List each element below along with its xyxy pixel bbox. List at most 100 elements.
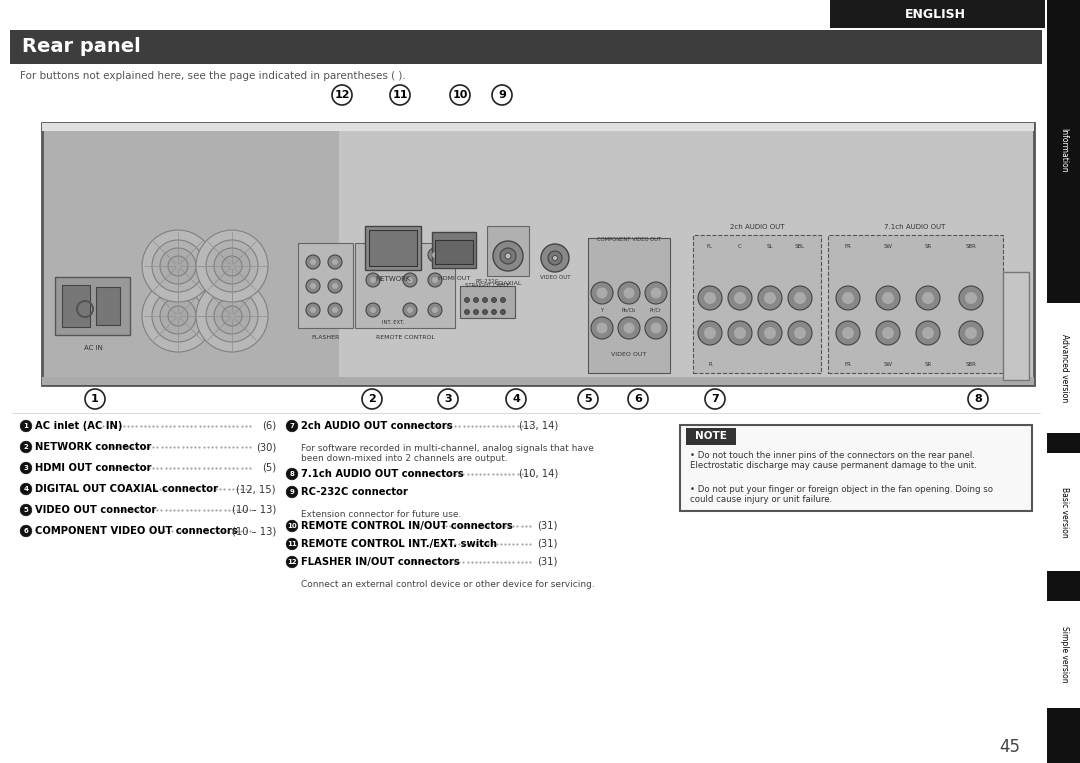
Circle shape xyxy=(698,321,723,345)
Circle shape xyxy=(578,389,598,409)
Text: ENGLISH: ENGLISH xyxy=(905,8,966,21)
Bar xyxy=(298,243,353,328)
Text: 6: 6 xyxy=(24,528,28,534)
Circle shape xyxy=(491,298,497,302)
Text: 7: 7 xyxy=(711,394,719,404)
Text: FL: FL xyxy=(707,243,713,249)
Circle shape xyxy=(483,298,487,302)
Text: HDMI OUT connector: HDMI OUT connector xyxy=(35,463,151,473)
Circle shape xyxy=(842,327,854,339)
Text: STRAIGHT CABLE: STRAIGHT CABLE xyxy=(464,283,510,288)
Circle shape xyxy=(922,327,934,339)
Text: INT. EXT.: INT. EXT. xyxy=(382,320,404,325)
Circle shape xyxy=(206,290,258,342)
Bar xyxy=(435,240,473,264)
Circle shape xyxy=(473,298,478,302)
Circle shape xyxy=(286,556,298,568)
Text: For buttons not explained here, see the page indicated in parentheses ( ).: For buttons not explained here, see the … xyxy=(21,71,406,81)
Text: 11: 11 xyxy=(392,90,408,100)
Circle shape xyxy=(705,389,725,409)
Text: 4: 4 xyxy=(24,486,28,492)
Circle shape xyxy=(310,259,316,265)
Circle shape xyxy=(623,323,635,333)
Text: 6: 6 xyxy=(634,394,642,404)
Circle shape xyxy=(432,307,438,313)
Text: 10: 10 xyxy=(287,523,297,529)
Text: Information: Information xyxy=(1059,128,1068,172)
Text: FR: FR xyxy=(845,243,851,249)
Text: NETWORK connector: NETWORK connector xyxy=(35,442,151,452)
Circle shape xyxy=(788,321,812,345)
Text: 2: 2 xyxy=(24,444,28,450)
Text: SR: SR xyxy=(924,362,932,368)
Circle shape xyxy=(704,327,716,339)
Text: VIDEO OUT connector: VIDEO OUT connector xyxy=(35,505,157,515)
Circle shape xyxy=(758,286,782,310)
Circle shape xyxy=(507,389,526,409)
Text: SW: SW xyxy=(883,243,892,249)
Circle shape xyxy=(966,292,977,304)
Circle shape xyxy=(553,256,557,260)
Circle shape xyxy=(432,277,438,283)
Circle shape xyxy=(141,230,214,302)
Circle shape xyxy=(505,253,511,259)
Circle shape xyxy=(160,298,195,334)
Circle shape xyxy=(328,279,342,293)
Circle shape xyxy=(362,389,382,409)
Text: (31): (31) xyxy=(538,557,558,567)
Bar xyxy=(44,131,339,377)
Circle shape xyxy=(650,323,661,333)
Circle shape xyxy=(332,307,338,313)
Circle shape xyxy=(390,85,410,105)
Bar xyxy=(1047,601,1080,708)
Text: 2: 2 xyxy=(368,394,376,404)
Text: Pr/Cr: Pr/Cr xyxy=(650,307,662,313)
Bar xyxy=(693,235,821,373)
Circle shape xyxy=(21,441,31,452)
Text: REMOTE CONTROL IN/OUT connectors: REMOTE CONTROL IN/OUT connectors xyxy=(301,521,513,531)
Circle shape xyxy=(366,303,380,317)
Circle shape xyxy=(959,321,983,345)
Text: 2ch AUDIO OUT: 2ch AUDIO OUT xyxy=(730,224,784,230)
Circle shape xyxy=(492,85,512,105)
Circle shape xyxy=(758,321,782,345)
Text: Pb/Cb: Pb/Cb xyxy=(622,307,636,313)
Text: 12: 12 xyxy=(287,559,297,565)
Text: (10 – 13): (10 – 13) xyxy=(232,505,276,515)
Circle shape xyxy=(596,288,607,298)
Circle shape xyxy=(403,303,417,317)
Circle shape xyxy=(306,279,320,293)
Bar xyxy=(487,226,529,276)
Text: Y: Y xyxy=(600,307,604,313)
Bar xyxy=(680,425,1032,511)
Text: 9: 9 xyxy=(498,90,505,100)
Text: NOTE: NOTE xyxy=(696,431,727,441)
Bar xyxy=(588,238,670,373)
Bar xyxy=(432,232,476,268)
Text: AC inlet (AC IN): AC inlet (AC IN) xyxy=(35,421,122,431)
Circle shape xyxy=(85,389,105,409)
Circle shape xyxy=(403,248,417,262)
Text: (30): (30) xyxy=(256,442,276,452)
Circle shape xyxy=(152,290,204,342)
Circle shape xyxy=(286,468,298,480)
Circle shape xyxy=(698,286,723,310)
Text: COAXIAL: COAXIAL xyxy=(495,281,522,286)
Text: 9: 9 xyxy=(289,489,295,495)
Text: REMOTE CONTROL: REMOTE CONTROL xyxy=(376,335,434,340)
Text: (12, 15): (12, 15) xyxy=(237,484,276,494)
Text: (31): (31) xyxy=(538,521,558,531)
Circle shape xyxy=(959,286,983,310)
Bar xyxy=(365,226,421,270)
Circle shape xyxy=(306,303,320,317)
Text: FR: FR xyxy=(845,362,851,368)
Circle shape xyxy=(222,306,242,326)
Bar xyxy=(10,30,1042,64)
Circle shape xyxy=(491,310,497,314)
Bar xyxy=(369,230,417,266)
Text: 2ch AUDIO OUT connectors: 2ch AUDIO OUT connectors xyxy=(301,421,453,431)
Circle shape xyxy=(168,306,188,326)
Text: COMPONENT VIDEO OUT: COMPONENT VIDEO OUT xyxy=(597,237,661,242)
Text: 12: 12 xyxy=(334,90,350,100)
Circle shape xyxy=(788,286,812,310)
